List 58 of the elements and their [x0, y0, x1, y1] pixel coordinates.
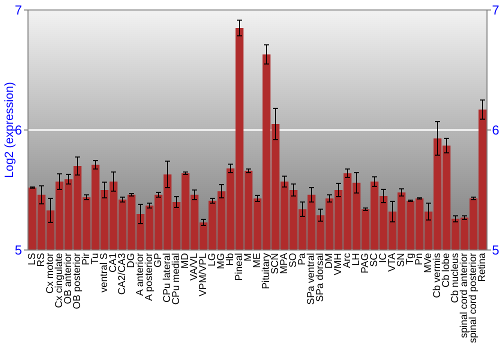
y-tick-label: 6 [14, 122, 22, 138]
x-tick-label: MD [180, 253, 191, 269]
x-tick-label: PAG [360, 252, 371, 274]
x-tick-label: MVe [423, 252, 434, 274]
x-tick-label: CA2/CA3 [117, 252, 128, 295]
x-tick-label: Pir [81, 252, 92, 266]
x-tick-label: VTA [387, 252, 398, 272]
x-tick-label: LH [351, 253, 362, 266]
x-tick-label: Pa [297, 252, 308, 266]
x-tick-label: Cx motor [45, 252, 56, 294]
x-tick-label: Cb lobe [441, 252, 452, 288]
x-tick-label: MPA [279, 252, 290, 274]
x-tick-label: IC [378, 253, 389, 263]
x-tick-label: M [243, 253, 254, 262]
x-tick-label: A anterior [135, 252, 146, 296]
y-axis-title: Log2 (expression) [2, 82, 16, 178]
y2-tick-label: 7 [492, 2, 500, 18]
x-tick-label: Retina [477, 252, 488, 282]
x-tick-label: OB anterior [63, 252, 74, 304]
x-tick-label: CPu lateral [162, 253, 173, 302]
y2-tick-label: 6 [492, 122, 500, 138]
x-tick-label: CA1 [108, 252, 119, 272]
x-tick-label: GP [153, 252, 164, 268]
x-tick-label: VA/VL [189, 252, 200, 281]
x-tick-label: SPa ventral [306, 253, 317, 305]
x-tick-label: Tg [405, 253, 416, 265]
x-tick-label: SO [288, 252, 299, 268]
x-tick-label: VPM/VPL [198, 252, 209, 296]
x-tick-label: VMH [333, 253, 344, 276]
x-tick-label: MG [216, 252, 227, 270]
x-tick-label: SCN [270, 253, 281, 274]
x-tick-label: Arc [342, 253, 353, 268]
x-tick-label: Tu [90, 253, 101, 264]
x-tick-label: spinal cord posterior [468, 252, 479, 344]
x-tick-label: Pn [414, 253, 425, 266]
x-tick-label: Pineal [234, 253, 245, 281]
x-tick-label: CPu medial [171, 253, 182, 305]
x-tick-label: SN [396, 253, 407, 267]
x-tick-label: ME [252, 252, 263, 268]
x-tick-label: Cb vermis [432, 253, 443, 298]
y-tick-label: 7 [14, 2, 22, 18]
x-tick-label: LG [207, 252, 218, 266]
x-tick-label: DM [324, 253, 335, 269]
x-tick-label: Pituitary [261, 253, 272, 290]
y2-tick-label: 5 [492, 242, 500, 258]
x-tick-label: ventral S [99, 252, 110, 292]
x-tick-label: Cx cingulate [54, 252, 65, 308]
x-tick-label: LS [27, 252, 38, 266]
x-tick-label: Cb nucleus [450, 253, 461, 304]
x-tick-label: OB posterior [72, 252, 83, 310]
x-tick-label: A posterior [144, 252, 155, 301]
x-tick-label: Hb [225, 252, 236, 266]
x-tick-label: RS [36, 252, 47, 267]
x-tick-label: DG [126, 252, 137, 268]
x-tick-label: SPa dorsal [315, 253, 326, 302]
x-tick-label: SC [369, 253, 380, 267]
y-tick-label: 5 [14, 242, 22, 258]
x-tick-label: spinal cord anterior [459, 252, 470, 338]
